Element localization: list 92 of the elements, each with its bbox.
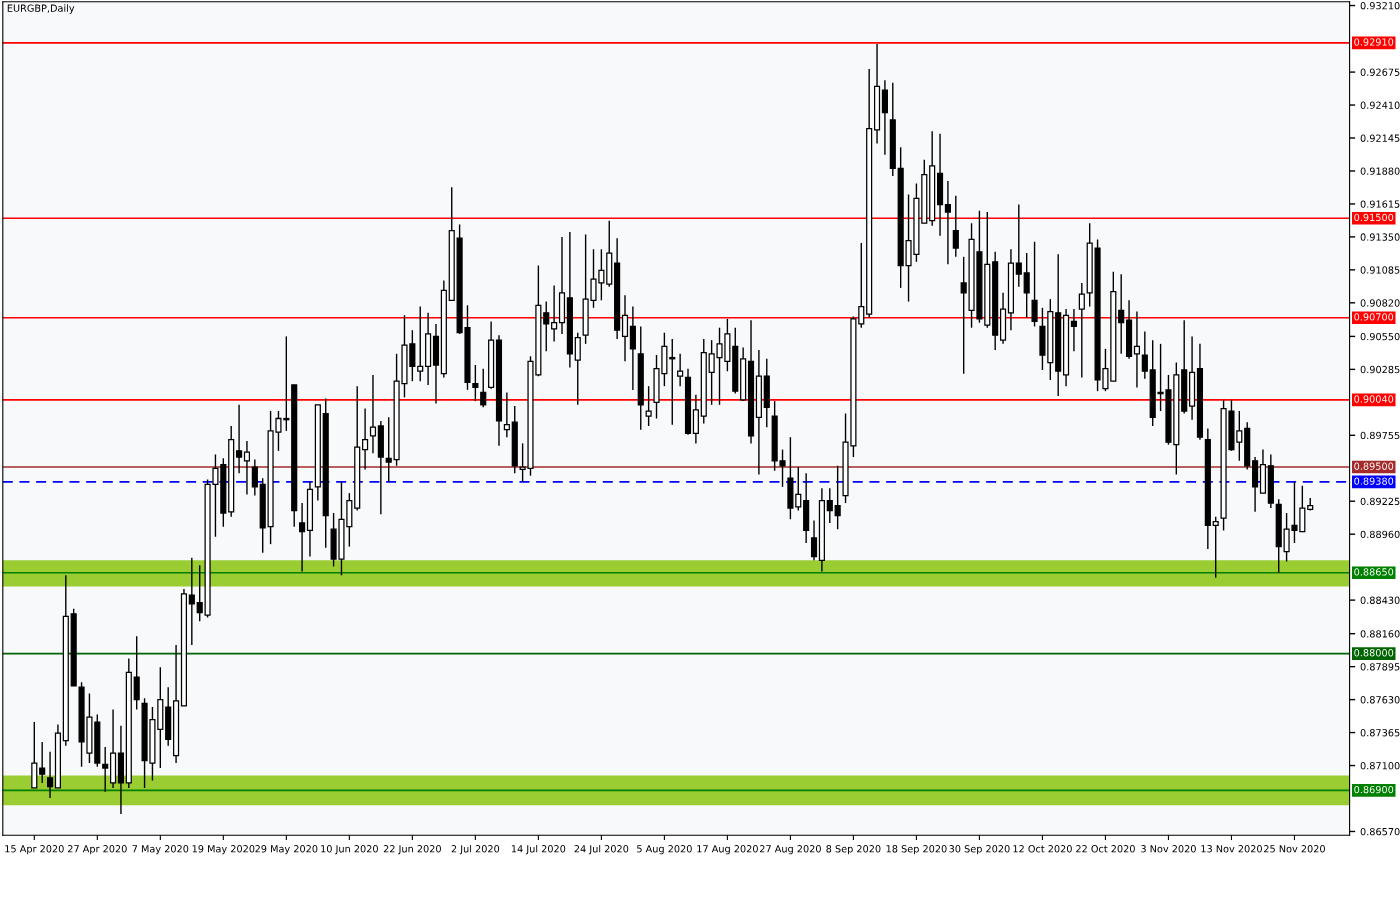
x-tick-label: 2 Jul 2020	[451, 844, 500, 855]
x-tick-label: 12 Oct 2020	[1013, 845, 1072, 853]
candlestick	[243, 440, 251, 496]
x-tick-label: 7 May 2020	[132, 845, 189, 855]
x-tick-label: 27 Apr 2020	[67, 845, 127, 855]
candlestick	[1133, 310, 1141, 389]
x-tick-label: 8 Sep 2020	[826, 845, 881, 855]
x-tick-label: 14 Jul 2020	[511, 844, 566, 855]
x-tick-label: 25 Nov 2020	[1264, 845, 1325, 853]
y-tick-label: 0.91085	[1360, 266, 1400, 274]
y-tick-label: 0.87365	[1360, 729, 1400, 737]
candlestick	[1212, 516, 1219, 579]
candlestick	[1141, 330, 1148, 380]
y-tick-label: 0.87895	[1360, 663, 1400, 671]
y-tick-label: 0.93210	[1360, 2, 1400, 10]
y-tick-label: 0.91350	[1360, 233, 1400, 241]
y-tick-label: 0.88160	[1360, 630, 1400, 638]
candlestick	[472, 364, 479, 402]
x-tick-label: 17 Aug 2020	[697, 845, 758, 855]
candlestick	[39, 741, 46, 784]
candlestick	[369, 374, 377, 455]
candlestick	[1078, 282, 1085, 379]
y-tick-label: 0.92410	[1360, 101, 1400, 109]
candlestick	[543, 300, 550, 353]
candlestick	[677, 353, 684, 387]
x-tick-label: 24 Jul 2020	[574, 844, 629, 855]
y-tick-label: 0.90550	[1360, 332, 1400, 341]
y-tick-label: 0.90820	[1360, 299, 1400, 307]
candlestick	[1023, 252, 1030, 319]
y-tick-label: 0.90285	[1360, 365, 1400, 374]
candlestick	[385, 416, 392, 483]
x-tick-label: 30 Sep 2020	[949, 845, 1010, 855]
x-tick-label: 3 Nov 2020	[1141, 845, 1196, 853]
y-tick-label: 0.87630	[1360, 696, 1400, 704]
x-tick-label: 10 Jun 2020	[321, 845, 378, 855]
y-tick-label: 0.91880	[1360, 167, 1400, 175]
candlestick	[810, 519, 818, 561]
candlestick	[1015, 203, 1022, 288]
candlestick	[299, 502, 306, 573]
y-tick-label: 0.87100	[1360, 762, 1400, 770]
candlestick	[480, 368, 487, 409]
candlestick	[621, 294, 629, 362]
candlestick	[102, 746, 109, 793]
candlestick	[645, 385, 652, 427]
candlestick	[795, 466, 802, 512]
chart-title: EURGBP,Daily	[7, 4, 75, 14]
ref-line-label: 0.92910	[1354, 38, 1394, 46]
x-tick-label: 22 Oct 2020	[1076, 845, 1135, 853]
ref-line-label: 0.90040	[1354, 395, 1394, 403]
y-tick-label: 0.88960	[1360, 530, 1400, 539]
candlestick	[692, 394, 699, 445]
ref-line-label: 0.89380	[1354, 477, 1394, 485]
candlestick	[881, 79, 888, 156]
y-tick-label: 0.88430	[1360, 596, 1400, 604]
x-tick-label: 13 Nov 2020	[1201, 845, 1262, 853]
candlestick	[46, 751, 54, 799]
x-tick-label: 22 Jun 2020	[383, 845, 441, 855]
candlestick	[826, 487, 833, 524]
candlestick	[551, 284, 558, 343]
ref-line-label: 0.89500	[1354, 462, 1394, 470]
y-tick-label: 0.92675	[1360, 68, 1400, 76]
x-tick-label: 15 Apr 2020	[5, 845, 64, 855]
candlestick	[952, 195, 959, 258]
x-tick-label: 27 Aug 2020	[759, 845, 821, 855]
ref-line-label: 0.88650	[1354, 568, 1394, 576]
y-tick-label: 0.91615	[1360, 200, 1400, 208]
y-tick-label: 0.92145	[1360, 134, 1400, 142]
candlestick	[417, 305, 424, 382]
candlestick	[834, 465, 841, 530]
x-tick-label: 19 May 2020	[192, 845, 255, 855]
candlestick	[944, 180, 951, 265]
candlestick	[188, 557, 195, 646]
ref-line-label: 0.91500	[1354, 213, 1394, 222]
ref-line-label: 0.88000	[1354, 649, 1394, 657]
ref-line-label: 0.90700	[1354, 313, 1394, 321]
y-tick-label: 0.86570	[1360, 827, 1400, 836]
candlestick	[251, 458, 258, 497]
candlestick	[1118, 273, 1125, 355]
candlestick	[1031, 241, 1038, 328]
candlestick	[574, 331, 581, 406]
candlestick	[1070, 308, 1078, 353]
y-tick-label: 0.89225	[1360, 497, 1400, 506]
candlestick	[503, 391, 510, 438]
ref-line-label: 0.86900	[1354, 785, 1394, 794]
candlestick	[629, 305, 636, 391]
candlestick	[133, 635, 140, 711]
y-tick-label: 0.89755	[1360, 431, 1400, 440]
candlestick	[236, 404, 243, 474]
x-tick-label: 5 Aug 2020	[637, 845, 692, 855]
x-tick-label: 29 May 2020	[255, 845, 318, 855]
candlestick	[362, 407, 369, 471]
x-tick-label: 18 Sep 2020	[886, 845, 947, 855]
